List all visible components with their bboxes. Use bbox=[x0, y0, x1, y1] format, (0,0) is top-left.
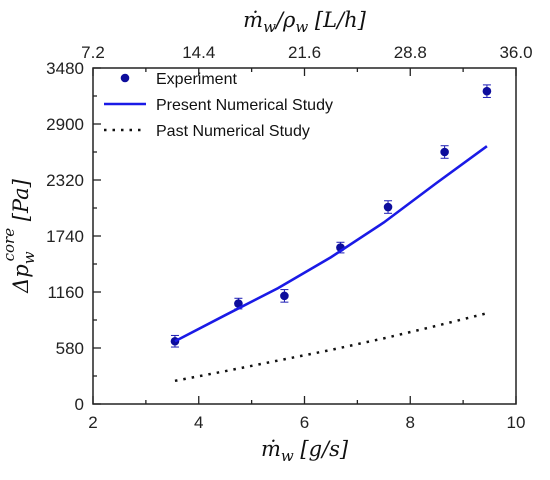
top-axis-title-unit: [L/h] bbox=[308, 8, 366, 32]
axes-layer: 2 4 6 8 10 7.2 14.4 21.6 28.8 36.0 0 580 1160 1740 232… bbox=[46, 43, 532, 432]
legend-label: Present Numerical Study bbox=[156, 97, 333, 114]
legend-label: Past Numerical Study bbox=[156, 123, 310, 140]
y-tick-label: 580 bbox=[56, 339, 84, 358]
y-tick-label: 1160 bbox=[47, 283, 84, 302]
top-axis-title-sub1: w bbox=[263, 18, 276, 36]
y-axis-title-var: Δp bbox=[9, 264, 33, 294]
y-tick-label: 3480 bbox=[46, 59, 84, 78]
x-axis-title-var: ṁ bbox=[261, 437, 281, 461]
plot-frame bbox=[92, 67, 517, 405]
x-tick-label: 8 bbox=[406, 413, 415, 432]
series-line-past-numerical-study bbox=[174, 312, 488, 383]
x-axis-title-unit: [g/s] bbox=[294, 437, 349, 461]
y-tick-label: 1740 bbox=[46, 227, 84, 246]
top-tick-label: 7.2 bbox=[81, 43, 105, 62]
x-axis-title: ṁw [g/s] bbox=[261, 437, 349, 465]
y-axis-title-sub: w bbox=[20, 251, 38, 264]
x-tick-label: 6 bbox=[300, 413, 309, 432]
top-axis-title: ṁw/ρw [L/h] bbox=[243, 8, 366, 36]
series-layer bbox=[170, 84, 492, 383]
y-tick-label: 2320 bbox=[46, 171, 84, 190]
legend-label: Experiment bbox=[156, 71, 237, 88]
y-axis-title: Δpwcore [Pa] bbox=[0, 178, 38, 294]
top-axis-title-slash: /ρ bbox=[274, 8, 296, 32]
data-point bbox=[383, 202, 393, 212]
top-tick-label: 28.8 bbox=[394, 43, 427, 62]
y-tick-label: 2900 bbox=[46, 115, 84, 134]
top-tick-label: 14.4 bbox=[182, 43, 215, 62]
data-point bbox=[234, 299, 243, 308]
y-axis-title-unit: [Pa] bbox=[9, 178, 33, 228]
top-axis-title-var1: ṁ bbox=[243, 8, 263, 32]
y-axis-title-sup: core bbox=[0, 228, 18, 262]
series-line-present-numerical-study bbox=[174, 145, 488, 343]
top-tick-label: 36.0 bbox=[499, 43, 532, 62]
top-axis-title-sub2: w bbox=[295, 18, 308, 36]
x-axis-title-sub: w bbox=[281, 447, 294, 465]
data-point bbox=[482, 86, 492, 96]
data-point bbox=[440, 147, 449, 157]
x-tick-label: 10 bbox=[507, 413, 526, 432]
legend: Experiment Present Numerical Study Past Nu… bbox=[104, 71, 333, 140]
top-tick-label: 21.6 bbox=[288, 43, 321, 62]
x-tick-label: 2 bbox=[88, 413, 97, 432]
x-tick-label: 4 bbox=[194, 413, 203, 432]
data-point bbox=[280, 291, 289, 301]
y-tick-label: 0 bbox=[75, 395, 84, 414]
legend-swatch-marker bbox=[120, 73, 130, 83]
